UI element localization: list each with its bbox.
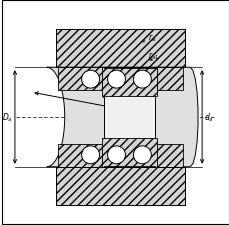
Text: $R$: $R$ xyxy=(102,89,108,100)
Polygon shape xyxy=(55,167,184,205)
Polygon shape xyxy=(103,68,155,167)
Circle shape xyxy=(107,71,125,89)
Text: $r_{a1}$: $r_{a1}$ xyxy=(148,50,159,62)
Polygon shape xyxy=(46,68,197,167)
Text: $d_a$: $d_a$ xyxy=(203,111,213,124)
Circle shape xyxy=(133,146,151,164)
Circle shape xyxy=(107,146,125,164)
Text: $r_a$: $r_a$ xyxy=(148,32,156,44)
Polygon shape xyxy=(55,30,184,68)
Polygon shape xyxy=(101,138,157,167)
Polygon shape xyxy=(101,68,157,97)
Circle shape xyxy=(81,71,99,89)
Circle shape xyxy=(81,146,99,164)
Polygon shape xyxy=(157,68,183,91)
Circle shape xyxy=(133,71,151,89)
Polygon shape xyxy=(57,144,101,167)
Polygon shape xyxy=(57,68,101,91)
Polygon shape xyxy=(103,68,155,69)
Text: $D_a$: $D_a$ xyxy=(2,111,13,124)
Text: $A$: $A$ xyxy=(125,134,132,145)
Polygon shape xyxy=(157,144,183,167)
Polygon shape xyxy=(103,166,155,167)
